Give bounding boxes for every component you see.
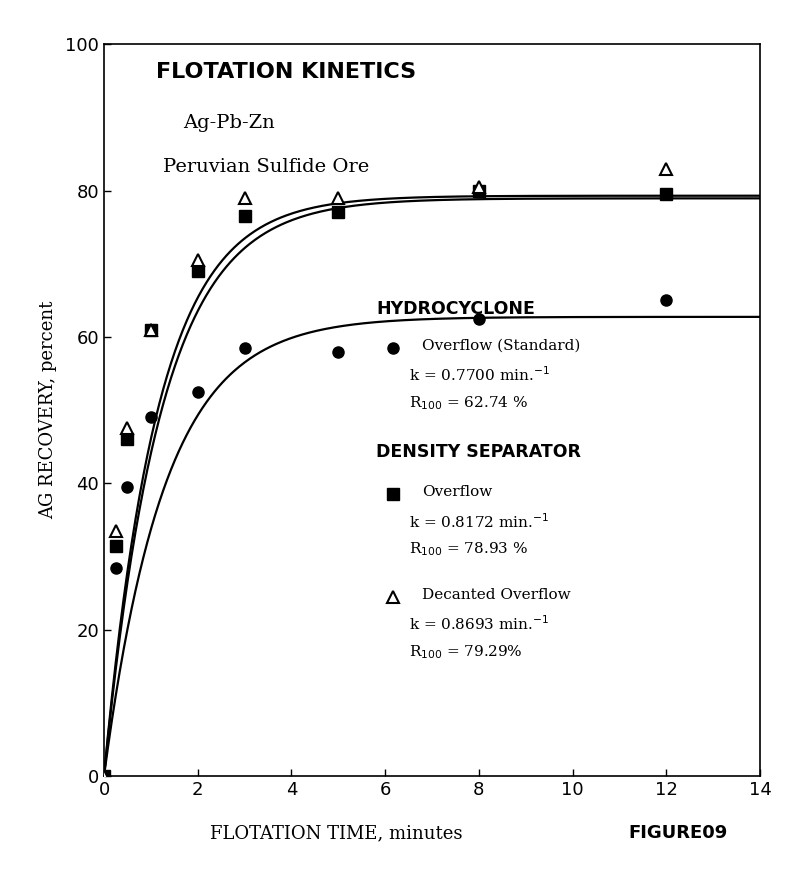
Text: R$_{100}$ = 78.93 %: R$_{100}$ = 78.93 % [409, 541, 528, 558]
Y-axis label: AG RECOVERY, percent: AG RECOVERY, percent [39, 301, 57, 519]
Text: FIGURE09: FIGURE09 [629, 825, 728, 842]
Text: HYDROCYCLONE: HYDROCYCLONE [376, 300, 535, 318]
Text: Peruvian Sulfide Ore: Peruvian Sulfide Ore [163, 158, 370, 176]
Text: Overflow (Standard): Overflow (Standard) [422, 339, 581, 353]
Text: k = 0.8693 min.$^{-1}$: k = 0.8693 min.$^{-1}$ [409, 615, 550, 633]
Text: k = 0.7700 min.$^{-1}$: k = 0.7700 min.$^{-1}$ [409, 366, 550, 385]
Text: Ag-Pb-Zn: Ag-Pb-Zn [182, 114, 274, 131]
Text: R$_{100}$ = 62.74 %: R$_{100}$ = 62.74 % [409, 394, 528, 412]
Text: R$_{100}$ = 79.29%: R$_{100}$ = 79.29% [409, 643, 522, 661]
Text: Overflow: Overflow [422, 485, 493, 499]
Text: DENSITY SEPARATOR: DENSITY SEPARATOR [376, 443, 582, 461]
Text: FLOTATION TIME, minutes: FLOTATION TIME, minutes [210, 825, 462, 842]
Text: Decanted Overflow: Decanted Overflow [422, 587, 570, 602]
Text: k = 0.8172 min.$^{-1}$: k = 0.8172 min.$^{-1}$ [409, 512, 550, 531]
Text: FLOTATION KINETICS: FLOTATION KINETICS [157, 63, 417, 82]
